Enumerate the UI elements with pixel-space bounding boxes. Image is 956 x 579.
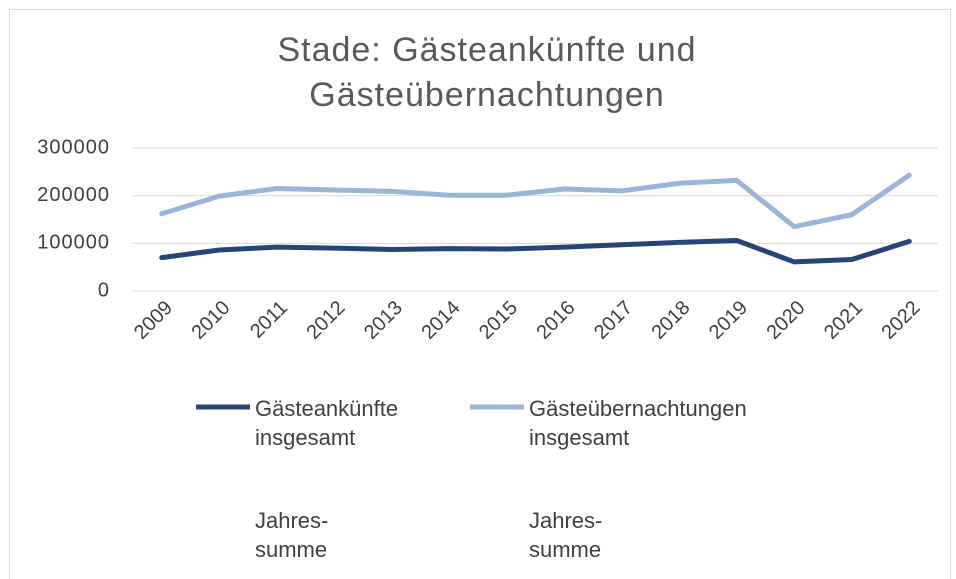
chart-border	[9, 9, 951, 579]
x-tick-label: 2010	[187, 297, 234, 344]
y-tick-label: 0	[98, 279, 110, 301]
legend-label: Gästeübernachtungen insgesamt	[529, 396, 747, 450]
legend-note: Jahres-summe	[529, 508, 603, 562]
x-tick-label: 2020	[762, 297, 809, 344]
x-tick-label: 2017	[590, 297, 637, 344]
y-tick-label: 100000	[37, 232, 110, 254]
series-line	[159, 172, 912, 230]
x-tick-label: 2011	[246, 297, 292, 343]
legend-note: Jahres-summe	[255, 508, 329, 562]
chart-title: Stade: Gästeankünfte und Gästeübernachtu…	[277, 31, 697, 114]
x-tick-label: 2021	[820, 297, 867, 344]
legend-label: Gästeankünfte insgesamt	[255, 396, 399, 450]
x-tick-label: 2009	[130, 297, 177, 344]
y-tick-label: 200000	[37, 184, 110, 206]
x-tick-label: 2019	[705, 297, 752, 344]
x-tick-label: 2022	[877, 297, 924, 344]
series-line	[159, 237, 912, 265]
x-tick-label: 2016	[532, 297, 579, 344]
y-tick-label: 300000	[37, 136, 110, 158]
x-tick-label: 2014	[417, 297, 464, 344]
x-tick-label: 2013	[360, 297, 407, 344]
x-tick-label: 2018	[647, 297, 694, 344]
x-tick-label: 2012	[302, 297, 349, 344]
x-tick-label: 2015	[475, 297, 522, 344]
